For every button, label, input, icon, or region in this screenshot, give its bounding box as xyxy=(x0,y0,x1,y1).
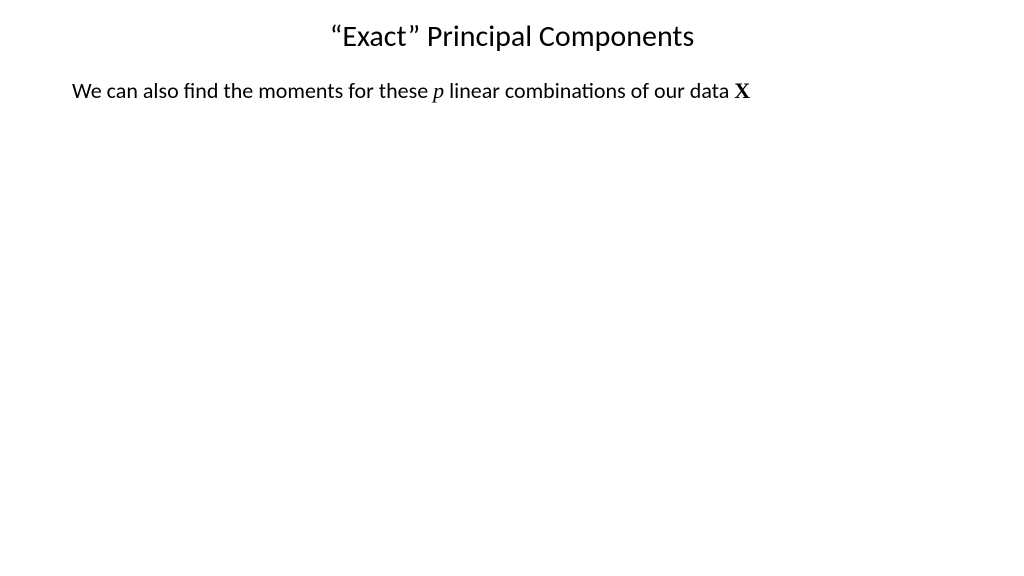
math-variable-x: X xyxy=(734,78,750,103)
body-text-part2: linear combinations of our data xyxy=(444,77,734,104)
body-text-part1: We can also find the moments for these xyxy=(72,77,433,104)
slide-container: “Exact” Principal Components We can also… xyxy=(0,0,1024,576)
slide-title: “Exact” Principal Components xyxy=(0,18,1024,55)
slide-body: We can also find the moments for these p… xyxy=(0,77,1024,106)
math-variable-p: p xyxy=(433,78,444,103)
